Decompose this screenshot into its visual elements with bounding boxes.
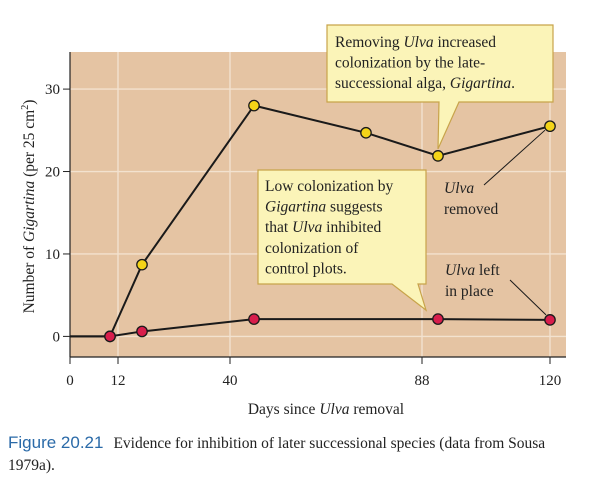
y-tick-label: 20 <box>45 165 60 181</box>
series-label-ulva-removed: Ulva <box>444 180 474 197</box>
callout-top-line: colonization by the late- <box>335 55 485 72</box>
callout-middle-line: Gigartina suggests <box>265 199 383 216</box>
callout-box-top <box>326 24 554 150</box>
callout-top-line: successional alga, Gigartina. <box>335 75 515 92</box>
figure-caption: Figure 20.21 Evidence for inhibition of l… <box>8 432 588 477</box>
y-tick-label: 10 <box>45 247 60 263</box>
y-axis-label: Number of Gigartina (per 25 cm2) <box>20 100 38 314</box>
series-line-ulva-left <box>70 318 551 338</box>
y-tick-label: 30 <box>45 82 60 98</box>
figure-label: Figure 20.21 <box>8 433 104 452</box>
data-point-ulva-left <box>432 313 444 325</box>
data-point-ulva-left <box>248 313 260 325</box>
callout-middle-line: colonization of <box>265 240 359 257</box>
caption-text: Evidence for inhibition of later success… <box>8 435 546 474</box>
data-point-ulva-left <box>544 314 556 326</box>
x-tick-label: 0 <box>66 373 74 389</box>
chart: 0 12 40 88 120 0 10 20 30 Days since Ulva removal… <box>20 24 566 418</box>
axes: 0 12 40 88 120 0 10 20 30 Days since Ulva removal… <box>20 52 566 418</box>
x-tick-label: 12 <box>111 373 126 389</box>
series-label-ulva-left: Ulva left <box>445 262 500 279</box>
data-point-ulva-removed <box>360 126 372 139</box>
x-axis-label: Days since Ulva removal <box>248 401 404 418</box>
x-tick-label: 120 <box>539 373 562 389</box>
callout-middle-line: Low colonization by <box>265 178 394 195</box>
data-point-ulva-removed <box>248 99 260 112</box>
leader-line-left <box>509 279 547 316</box>
series-label-ulva-left: in place <box>445 283 494 300</box>
data-point-ulva-removed <box>544 120 556 133</box>
data-point-ulva-removed <box>432 150 444 162</box>
x-tick-label: 40 <box>223 373 238 389</box>
annotations: Removing Ulva increased colonization by t… <box>257 24 554 316</box>
data-point-ulva-left <box>136 325 148 338</box>
callout-top-line: Removing Ulva increased <box>335 34 496 51</box>
callout-middle-line: control plots. <box>265 260 347 277</box>
series <box>70 99 556 343</box>
leader-line-removed <box>483 129 546 186</box>
y-tick-label: 0 <box>53 329 61 345</box>
callout-box-middle <box>257 169 428 312</box>
data-point-ulva-removed <box>136 258 148 271</box>
data-point-ulva-left <box>104 330 116 343</box>
callout-middle-line: that Ulva inhibited <box>265 219 381 236</box>
series-label-ulva-removed: removed <box>444 201 498 218</box>
x-tick-label: 88 <box>415 373 430 389</box>
